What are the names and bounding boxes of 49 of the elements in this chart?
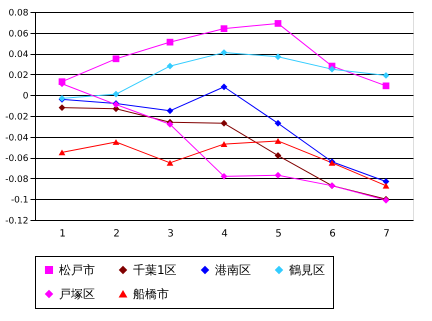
point [220, 120, 228, 127]
point [58, 104, 66, 112]
y-tick-label: -0.06 [5, 154, 29, 164]
x-tick-label: 1 [59, 228, 66, 240]
y-tick-label: 0.02 [8, 70, 28, 81]
legend-label: 千葉1区 [133, 263, 177, 277]
y-tick-label: -0.02 [5, 112, 28, 122]
point [112, 139, 120, 145]
point [274, 152, 282, 159]
x-tick-label: 2 [113, 228, 120, 240]
point [220, 25, 228, 32]
y-tick-label: -0.08 [5, 174, 29, 185]
point [274, 53, 282, 60]
y-tick-label: -0.12 [5, 216, 28, 226]
point [58, 149, 66, 156]
x-tick-label: 7 [383, 228, 390, 240]
point [220, 84, 228, 90]
point [274, 172, 282, 179]
y-tick-label: 0 [22, 92, 29, 102]
point [220, 141, 228, 147]
point [220, 172, 228, 180]
y-tick-label: 0.06 [8, 29, 29, 40]
legend-label: 船橋市 [133, 287, 169, 301]
point [274, 138, 282, 144]
point [112, 55, 120, 62]
point [382, 182, 390, 189]
legend-label: 港南区 [215, 263, 251, 277]
x-tick-label: 4 [221, 228, 228, 240]
point [382, 72, 390, 79]
point [166, 160, 174, 166]
legend-label: 戸塚区 [59, 287, 95, 301]
point [166, 62, 174, 70]
x-tick-label: 5 [275, 228, 282, 240]
point [166, 38, 174, 46]
point [274, 20, 282, 27]
point [274, 120, 282, 127]
legend-label: 鶴見区 [289, 263, 325, 277]
y-tick-label: -0.1 [10, 196, 28, 206]
x-tick-label: 6 [329, 228, 336, 240]
point [220, 49, 228, 56]
y-tick-label: 0.08 [8, 8, 29, 18]
point [166, 107, 174, 114]
legend-label: 松戸市 [59, 263, 95, 277]
point [382, 82, 390, 90]
y-tick-label: 0.04 [8, 50, 29, 60]
point [112, 90, 120, 98]
y-tick-label: -0.04 [5, 133, 29, 144]
x-tick-label: 3 [167, 228, 174, 240]
point [328, 66, 336, 73]
